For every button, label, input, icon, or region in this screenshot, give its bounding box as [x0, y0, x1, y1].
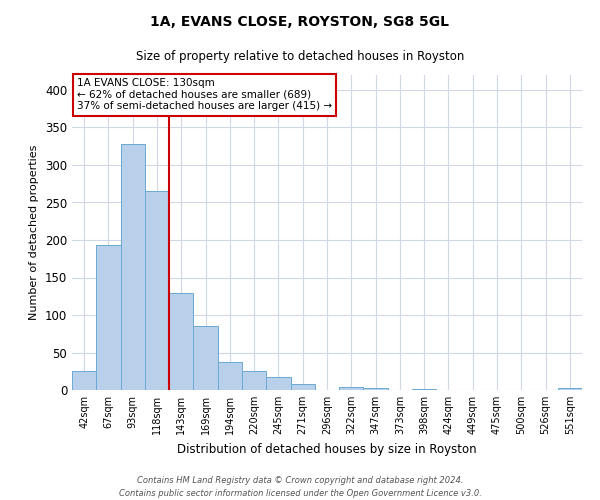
- Y-axis label: Number of detached properties: Number of detached properties: [29, 145, 40, 320]
- Bar: [558, 388, 582, 390]
- Bar: [169, 292, 193, 390]
- Bar: [339, 387, 364, 390]
- Bar: [364, 388, 388, 390]
- Text: 1A, EVANS CLOSE, ROYSTON, SG8 5GL: 1A, EVANS CLOSE, ROYSTON, SG8 5GL: [151, 15, 449, 29]
- Bar: [266, 378, 290, 390]
- Bar: [193, 326, 218, 390]
- Bar: [96, 245, 121, 390]
- Bar: [290, 384, 315, 390]
- Bar: [242, 370, 266, 390]
- Text: Size of property relative to detached houses in Royston: Size of property relative to detached ho…: [136, 50, 464, 63]
- Text: 1A EVANS CLOSE: 130sqm
← 62% of detached houses are smaller (689)
37% of semi-de: 1A EVANS CLOSE: 130sqm ← 62% of detached…: [77, 78, 332, 112]
- Bar: [412, 388, 436, 390]
- Bar: [121, 144, 145, 390]
- Text: Contains HM Land Registry data © Crown copyright and database right 2024.
Contai: Contains HM Land Registry data © Crown c…: [119, 476, 481, 498]
- X-axis label: Distribution of detached houses by size in Royston: Distribution of detached houses by size …: [177, 442, 477, 456]
- Bar: [72, 371, 96, 390]
- Bar: [218, 362, 242, 390]
- Bar: [145, 191, 169, 390]
